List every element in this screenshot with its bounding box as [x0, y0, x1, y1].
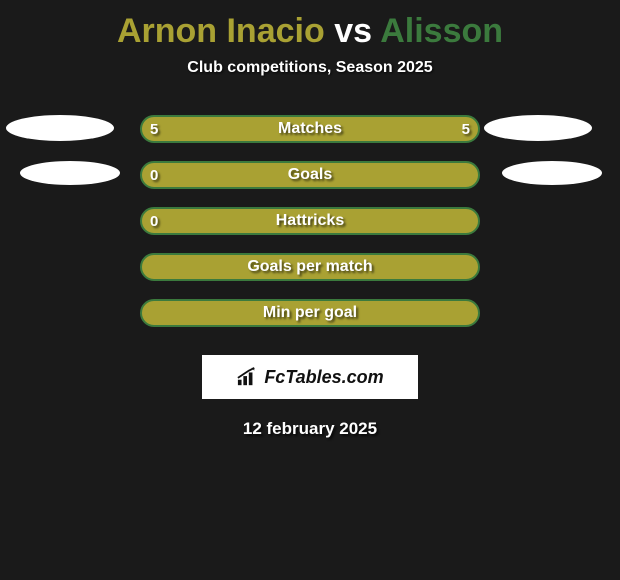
- decor-ellipse-left: [6, 115, 114, 141]
- logo-box: FcTables.com: [202, 355, 418, 399]
- stat-value-right: 5: [462, 115, 470, 143]
- title-player1: Arnon Inacio: [117, 12, 325, 50]
- decor-ellipse-left: [20, 161, 120, 185]
- stat-row: Goals per match: [0, 253, 620, 299]
- stat-bar: [140, 299, 480, 327]
- decor-ellipse-right: [502, 161, 602, 185]
- stat-value-left: 0: [150, 161, 158, 189]
- title-player2: Alisson: [380, 12, 503, 50]
- stat-rows: Matches55Goals0Hattricks0Goals per match…: [0, 115, 620, 345]
- stat-value-left: 5: [150, 115, 158, 143]
- chart-icon: [236, 367, 258, 387]
- infographic-container: Arnon Inacio vs Alisson Club competition…: [0, 0, 620, 439]
- stat-bar: [140, 207, 480, 235]
- stat-row: Min per goal: [0, 299, 620, 345]
- stat-bar: [140, 253, 480, 281]
- subtitle: Club competitions, Season 2025: [0, 59, 620, 77]
- stat-bar: [140, 161, 480, 189]
- logo-text: FcTables.com: [264, 367, 383, 388]
- title-vs: vs: [334, 12, 372, 50]
- stat-row: Hattricks0: [0, 207, 620, 253]
- date-text: 12 february 2025: [0, 419, 620, 439]
- stat-bar: [140, 115, 480, 143]
- stat-value-left: 0: [150, 207, 158, 235]
- page-title: Arnon Inacio vs Alisson: [0, 8, 620, 59]
- logo: FcTables.com: [236, 367, 383, 388]
- stat-row: Goals0: [0, 161, 620, 207]
- decor-ellipse-right: [484, 115, 592, 141]
- stat-row: Matches55: [0, 115, 620, 161]
